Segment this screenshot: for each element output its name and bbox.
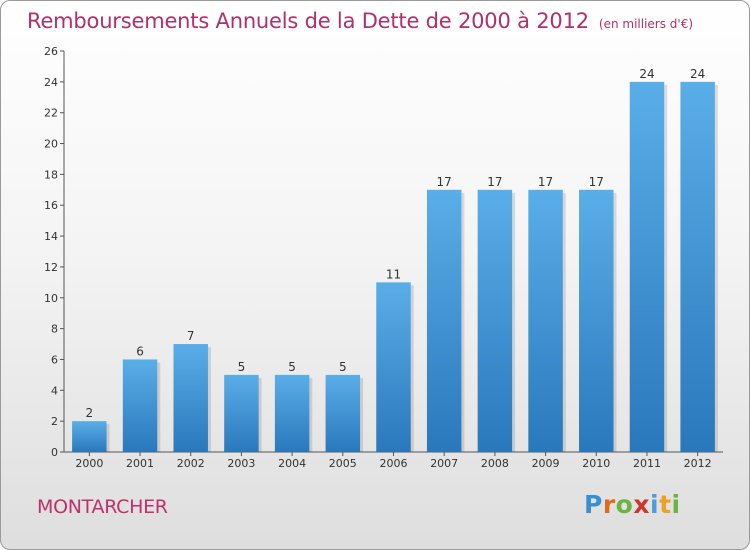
bar-2007 (426, 189, 462, 453)
y-tick-label: 18 (44, 168, 58, 181)
data-label: 17 (437, 175, 452, 189)
x-tick-label: 2009 (532, 457, 560, 470)
data-label: 5 (288, 360, 296, 374)
data-label: 17 (538, 175, 553, 189)
data-label: 2 (86, 406, 94, 420)
data-label: 17 (487, 175, 502, 189)
y-tick-label: 20 (44, 138, 58, 151)
data-label: 6 (136, 344, 144, 358)
x-tick-label: 2002 (177, 457, 205, 470)
x-tick-label: 2011 (633, 457, 661, 470)
x-tick-label: 2003 (227, 457, 255, 470)
x-tick-label: 2001 (126, 457, 154, 470)
x-tick-label: 2012 (684, 457, 712, 470)
proxiti-logo[interactable]: Proxiti (584, 490, 681, 519)
place-name: MONTARCHER (37, 496, 168, 518)
title-block: Remboursements Annuels de la Dette de 20… (27, 9, 693, 33)
chart-title: Remboursements Annuels de la Dette de 20… (27, 9, 589, 33)
y-tick-label: 22 (44, 107, 58, 120)
bar-2012 (680, 81, 715, 452)
y-tick-label: 10 (44, 292, 58, 305)
bar-2003 (224, 374, 259, 452)
bar-2001 (122, 359, 158, 452)
data-label: 24 (639, 67, 654, 81)
y-tick-label: 0 (51, 446, 58, 459)
bar-2008 (477, 189, 513, 453)
bar-2009 (528, 189, 563, 453)
data-label: 11 (386, 267, 401, 281)
bar-2010 (579, 189, 614, 453)
x-tick-label: 2000 (75, 457, 103, 470)
y-tick-label: 16 (44, 199, 58, 212)
bar-2006 (376, 282, 411, 452)
data-label: 7 (187, 329, 195, 343)
x-tick-label: 2005 (329, 457, 357, 470)
x-tick-label: 2004 (278, 457, 306, 470)
y-tick-label: 6 (51, 353, 58, 366)
bar-2004 (274, 374, 310, 452)
bar-2002 (173, 344, 208, 452)
y-tick-label: 24 (44, 76, 58, 89)
data-label: 5 (238, 360, 246, 374)
bar-2011 (629, 81, 665, 452)
y-tick-label: 4 (51, 384, 58, 397)
x-tick-label: 2008 (481, 457, 509, 470)
y-tick-label: 8 (51, 323, 58, 336)
data-label: 24 (690, 67, 705, 81)
bars: 2 6 7 5 5 5 11 17 17 17 17 24 24 (72, 67, 718, 453)
x-tick-label: 2006 (380, 457, 408, 470)
data-label: 5 (339, 360, 347, 374)
y-tick-label: 12 (44, 261, 58, 274)
data-label: 17 (589, 175, 604, 189)
y-tick-label: 14 (44, 230, 58, 243)
bar-2000 (72, 421, 107, 452)
chart-subtitle: (en milliers d'€) (598, 17, 694, 31)
x-tick-label: 2007 (430, 457, 458, 470)
y-tick-label: 2 (51, 415, 58, 428)
x-tick-label: 2010 (582, 457, 610, 470)
bar-2005 (325, 374, 361, 452)
y-tick-label: 26 (44, 45, 58, 58)
